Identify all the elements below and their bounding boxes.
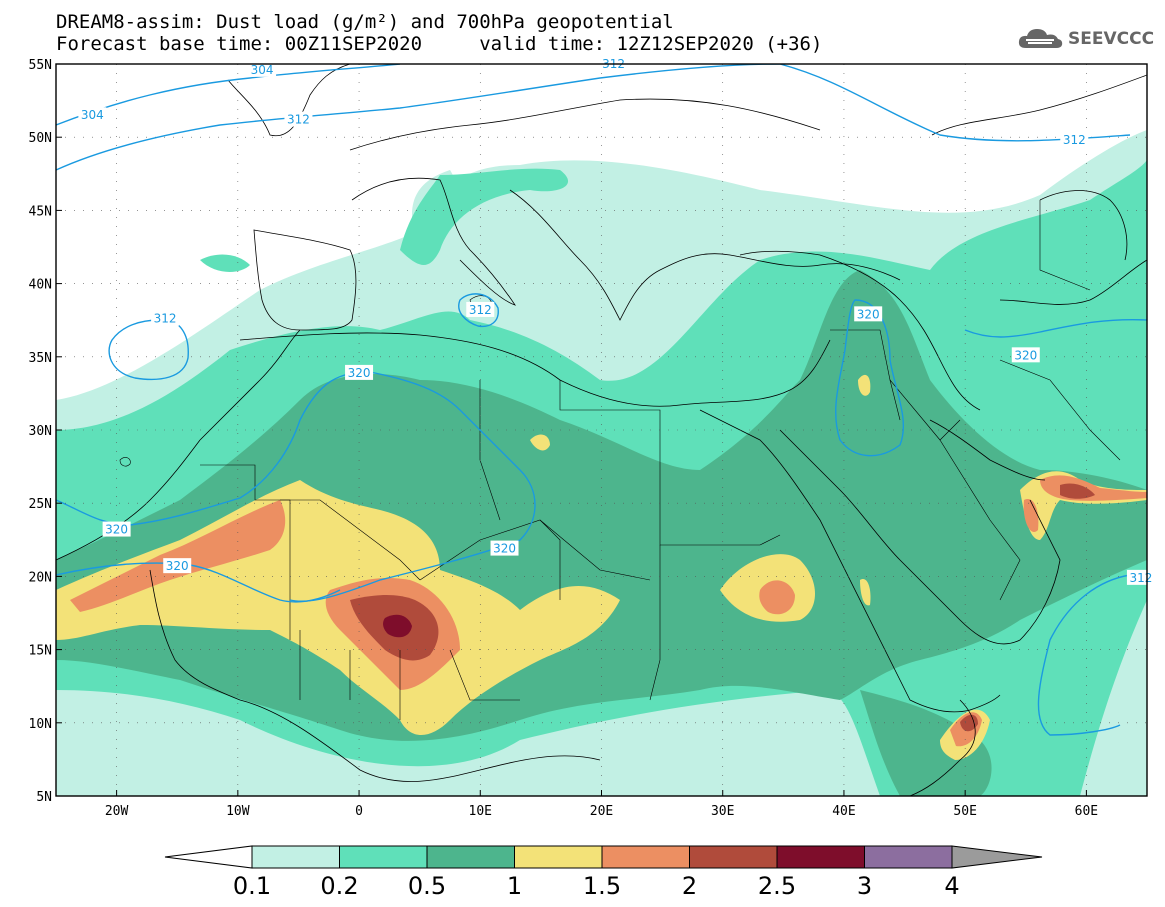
contour-label-bg bbox=[1126, 569, 1155, 585]
contour-label: 312 bbox=[154, 312, 177, 326]
colorbar-swatch bbox=[776, 845, 865, 869]
longitude-axis: 20W 10W 0 10E 20E 30E 40E 50E 60E bbox=[105, 790, 1098, 819]
lon-tick-label: 10W bbox=[226, 804, 250, 819]
logo-text: SEEVCCC bbox=[1068, 29, 1155, 49]
colorbar-swatch bbox=[339, 845, 428, 869]
lon-tick-label: 50E bbox=[953, 804, 976, 819]
contour-label-bg bbox=[151, 310, 180, 326]
lat-tick-label: 40N bbox=[29, 278, 52, 293]
country-borders bbox=[200, 200, 1121, 720]
lon-tick-label: 60E bbox=[1075, 804, 1098, 819]
dust-band-2.5-3 bbox=[383, 614, 412, 638]
lat-tick-label: 20N bbox=[29, 570, 52, 585]
contour-label-bg bbox=[466, 301, 495, 317]
colorbar-swatch bbox=[864, 845, 953, 869]
contour-label: 304 bbox=[81, 108, 104, 122]
contour-label: 304 bbox=[251, 63, 274, 77]
colorbar-label: 3 bbox=[856, 872, 873, 900]
contour-label-bg bbox=[102, 521, 131, 537]
colorbar bbox=[164, 845, 1043, 869]
contour-label: 312 bbox=[1063, 133, 1086, 147]
contour-label: 320 bbox=[166, 559, 189, 573]
colorbar-swatch bbox=[689, 845, 778, 869]
contour-label-bg bbox=[1011, 347, 1040, 363]
contour-label: 320 bbox=[1014, 348, 1037, 362]
contour-label-bg bbox=[1060, 132, 1089, 148]
lon-tick-label: 20W bbox=[105, 804, 129, 819]
logo: SEEVCCC bbox=[1016, 26, 1154, 52]
lon-tick-label: 20E bbox=[590, 804, 613, 819]
lat-tick-label: 30N bbox=[29, 424, 52, 439]
contour-label-bg bbox=[248, 61, 277, 77]
colorbar-label: 4 bbox=[944, 872, 960, 900]
colorbar-label: 0.2 bbox=[320, 872, 359, 900]
colorbar-swatch bbox=[601, 845, 690, 869]
contour-label: 320 bbox=[857, 307, 880, 321]
lat-tick-label: 50N bbox=[29, 131, 52, 146]
colorbar-swatch bbox=[514, 845, 603, 869]
contour-label-bg bbox=[345, 364, 374, 380]
lat-tick-label: 5N bbox=[36, 790, 52, 805]
colorbar-label: 1.5 bbox=[582, 872, 622, 900]
lon-tick-label: 30E bbox=[711, 804, 734, 819]
contour-label: 312 bbox=[1129, 571, 1152, 585]
contour-label-bg bbox=[854, 306, 883, 322]
colorbar-label: 2 bbox=[681, 872, 698, 900]
cloud-icon bbox=[1018, 29, 1063, 48]
lon-tick-label: 40E bbox=[832, 804, 855, 819]
contour-label-bg bbox=[78, 107, 107, 123]
lat-tick-label: 55N bbox=[29, 58, 52, 73]
lon-tick-label: 0 bbox=[355, 804, 363, 819]
contour-label: 312 bbox=[287, 113, 310, 127]
contour-label: 320 bbox=[348, 366, 371, 380]
lat-tick-label: 35N bbox=[29, 351, 52, 366]
lat-tick-label: 25N bbox=[29, 497, 52, 512]
coastlines-and-borders bbox=[56, 64, 1147, 796]
map-title-line2: Forecast base time: 00Z11SEP2020 valid t… bbox=[56, 33, 823, 55]
contour-label-bg bbox=[490, 540, 519, 556]
colorbar-swatch bbox=[426, 845, 515, 869]
contour-label: 312 bbox=[469, 303, 492, 317]
colorbar-label: 0.1 bbox=[232, 872, 272, 900]
latitude-axis: 55N 50N 45N 40N 35N 30N 25N 20N 15N 10N 5N bbox=[29, 58, 62, 805]
colorbar-swatch bbox=[251, 845, 340, 869]
colorbar-label: 0.5 bbox=[407, 872, 447, 900]
lat-tick-label: 15N bbox=[29, 644, 52, 659]
lon-tick-label: 10E bbox=[469, 804, 492, 819]
lat-tick-label: 10N bbox=[29, 717, 52, 732]
graticule bbox=[56, 64, 1147, 796]
map-title-line1: DREAM8-assim: Dust load (g/m²) and 700hP… bbox=[56, 11, 674, 33]
geopotential-contours bbox=[56, 64, 1147, 736]
colorbar-label: 1 bbox=[506, 872, 523, 900]
contour-label-bg bbox=[284, 111, 313, 127]
contour-label: 320 bbox=[105, 523, 128, 537]
contour-label-bg bbox=[163, 558, 192, 574]
colorbar-underflow-triangle bbox=[164, 845, 253, 869]
lat-tick-label: 45N bbox=[29, 204, 52, 219]
colorbar-overflow-triangle bbox=[951, 845, 1043, 869]
contour-label: 320 bbox=[493, 542, 516, 556]
colorbar-label: 2.5 bbox=[757, 872, 797, 900]
